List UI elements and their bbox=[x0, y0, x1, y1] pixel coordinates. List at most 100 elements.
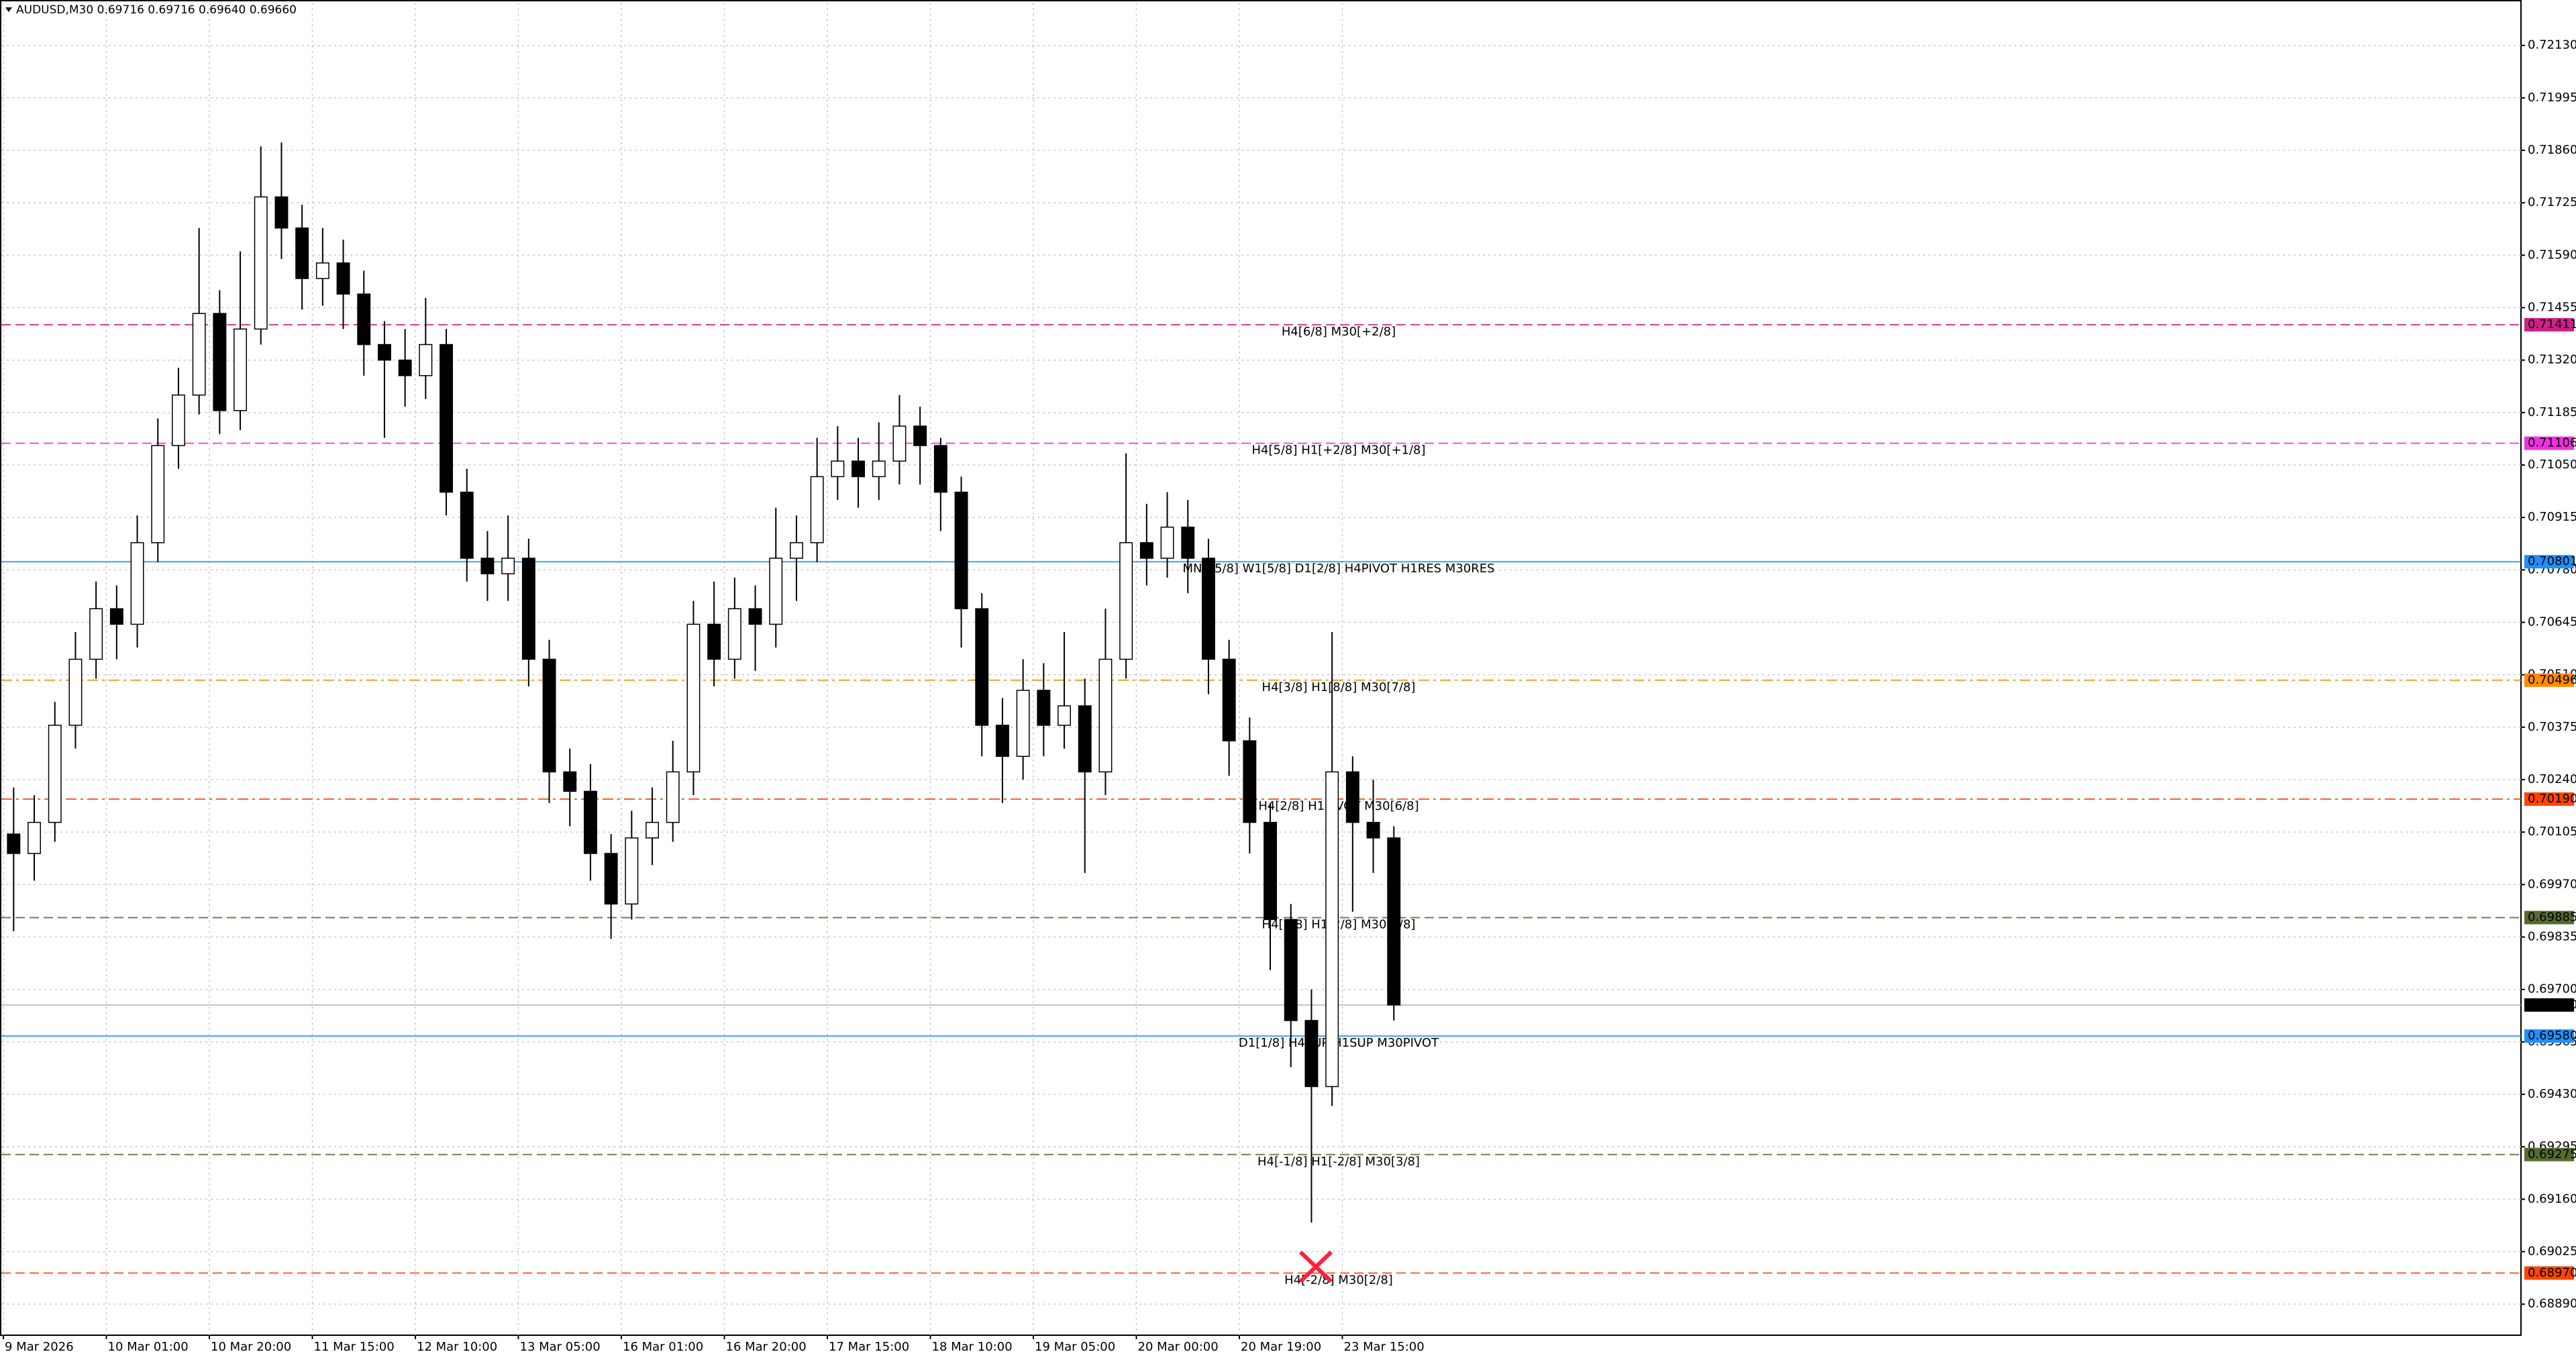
candle-body bbox=[872, 460, 886, 478]
x-tick-label: 23 Mar 15:00 bbox=[1344, 1340, 1425, 1354]
candle-body bbox=[1284, 919, 1298, 1021]
candle-body bbox=[274, 196, 289, 229]
candle-body bbox=[501, 558, 515, 574]
y-tick-label: 0.69700 bbox=[2528, 982, 2576, 996]
price-box-label: 0.68970 bbox=[2528, 1265, 2576, 1280]
price-box-label: 0.70496 bbox=[2528, 673, 2576, 687]
chart-header: AUDUSD,M30 0.69716 0.69716 0.69640 0.696… bbox=[16, 3, 297, 17]
y-tick-label: 0.71050 bbox=[2528, 458, 2576, 472]
candle-body bbox=[1201, 558, 1215, 660]
x-tick-label: 12 Mar 10:00 bbox=[417, 1340, 497, 1354]
candle-body bbox=[336, 262, 350, 295]
x-tick-label: 10 Mar 01:00 bbox=[108, 1340, 189, 1354]
candle-body bbox=[666, 771, 680, 823]
candle-body bbox=[542, 658, 556, 773]
price-box bbox=[2524, 317, 2574, 331]
x-tick-label: 11 Mar 15:00 bbox=[314, 1340, 395, 1354]
y-tick-label: 0.70105 bbox=[2528, 825, 2576, 839]
x-tick-label: 9 Mar 2026 bbox=[5, 1340, 74, 1354]
y-tick-label: 0.71725 bbox=[2528, 195, 2576, 209]
candle-body bbox=[28, 821, 42, 854]
candle-body bbox=[357, 293, 371, 346]
price-box-label: 0.70801 bbox=[2528, 554, 2576, 568]
y-tick-label: 0.70645 bbox=[2528, 615, 2576, 629]
candle-body bbox=[1243, 740, 1257, 823]
axes: 0.688900.690250.691600.692950.694300.695… bbox=[3, 38, 2576, 1354]
plot-frame bbox=[0, 0, 2522, 1336]
candle-body bbox=[1016, 690, 1030, 758]
price-box-label: 0.69885 bbox=[2528, 910, 2576, 925]
candle-body bbox=[419, 344, 433, 376]
level-label: D1[1/8] H4SUP H1SUP M30PIVOT bbox=[1239, 1036, 1439, 1050]
y-tick-label: 0.69970 bbox=[2528, 877, 2576, 891]
candle-body bbox=[521, 558, 535, 660]
candle-body bbox=[234, 328, 248, 411]
candle-body bbox=[954, 491, 968, 610]
candle-body bbox=[563, 771, 577, 792]
y-tick-label: 0.71455 bbox=[2528, 301, 2576, 315]
candle-body bbox=[192, 313, 206, 396]
y-tick-label: 0.70375 bbox=[2528, 720, 2576, 734]
price-box-label: 0.71106 bbox=[2528, 436, 2576, 450]
menu-arrow[interactable] bbox=[5, 7, 12, 12]
candles bbox=[7, 142, 1401, 1223]
x-tick-label: 16 Mar 01:00 bbox=[623, 1340, 703, 1354]
price-box bbox=[2524, 555, 2574, 569]
candle-body bbox=[1037, 690, 1051, 726]
cross-stroke bbox=[1298, 1250, 1333, 1284]
price-box-label: 0.70190 bbox=[2528, 792, 2576, 806]
x-tick-label: 16 Mar 20:00 bbox=[726, 1340, 807, 1354]
candle-body bbox=[852, 460, 866, 478]
candle-body bbox=[1181, 526, 1195, 559]
y-tick-label: 0.69160 bbox=[2528, 1192, 2576, 1206]
level-label: H4[6/8] M30[+2/8] bbox=[1282, 325, 1396, 339]
current-price-label: 0.69660 bbox=[2528, 998, 2576, 1012]
candle-body bbox=[68, 658, 83, 726]
candle-body bbox=[727, 608, 741, 660]
candle-body bbox=[1387, 837, 1401, 1006]
candle-body bbox=[254, 196, 268, 330]
x-tick-label: 17 Mar 15:00 bbox=[829, 1340, 909, 1354]
candle-body bbox=[377, 344, 391, 361]
y-tick-label: 0.69835 bbox=[2528, 930, 2576, 944]
y-tick-label: 0.69430 bbox=[2528, 1087, 2576, 1101]
candle-body bbox=[151, 445, 165, 543]
y-tick-label: 0.68890 bbox=[2528, 1297, 2576, 1311]
x-tick-label: 18 Mar 10:00 bbox=[932, 1340, 1013, 1354]
candle-body bbox=[933, 445, 947, 493]
level-label: H4[5/8] H1[+2/8] M30[+1/8] bbox=[1251, 444, 1425, 458]
level-label: MN1[5/8] W1[5/8] D1[2/8] H4PIVOT H1RES M… bbox=[1182, 562, 1494, 576]
y-tick-label: 0.71320 bbox=[2528, 353, 2576, 367]
candle-body bbox=[1098, 658, 1113, 773]
candle-body bbox=[810, 476, 824, 543]
candle-body bbox=[1078, 705, 1092, 773]
candle-body bbox=[460, 491, 474, 559]
y-tick-label: 0.71185 bbox=[2528, 405, 2576, 419]
y-tick-label: 0.69025 bbox=[2528, 1245, 2576, 1259]
candle-body bbox=[1160, 526, 1174, 559]
candle-body bbox=[583, 790, 597, 854]
candle-body bbox=[625, 837, 639, 905]
candle-body bbox=[1304, 1020, 1319, 1088]
candle-body bbox=[48, 725, 62, 823]
level-label: H4[-1/8] H1[-2/8] M30[3/8] bbox=[1257, 1155, 1420, 1169]
price-box bbox=[2524, 1147, 2574, 1161]
candle-body bbox=[789, 542, 803, 559]
price-box bbox=[2524, 910, 2574, 925]
candle-body bbox=[89, 608, 103, 660]
candle-body bbox=[975, 608, 989, 726]
price-box bbox=[2524, 673, 2574, 687]
candle-body bbox=[748, 608, 762, 625]
price-box bbox=[2524, 792, 2574, 806]
candle-body bbox=[604, 853, 618, 905]
grid bbox=[1, 3, 2521, 1335]
y-tick-label: 0.70240 bbox=[2528, 772, 2576, 786]
price-box-label: 0.69275 bbox=[2528, 1147, 2576, 1161]
current-price-box bbox=[2524, 998, 2574, 1012]
candle-body bbox=[315, 262, 329, 279]
candle-body bbox=[831, 460, 845, 478]
candle-body bbox=[171, 395, 185, 446]
candle-body bbox=[295, 227, 309, 279]
